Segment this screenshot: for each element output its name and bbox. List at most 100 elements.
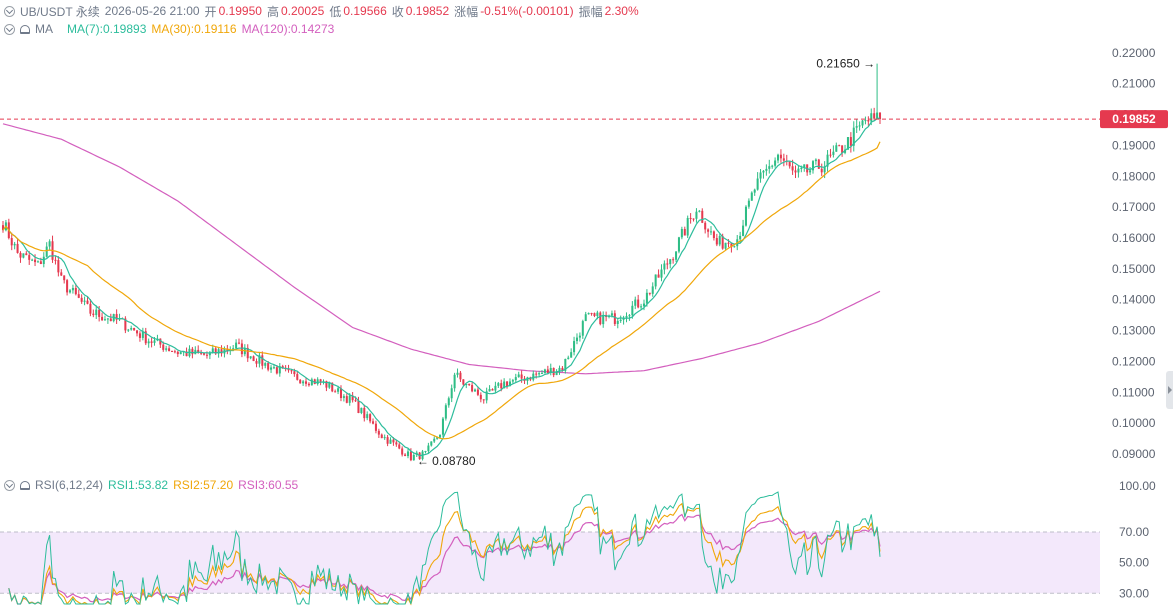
price-tick-label: 0.22000 [1112,46,1156,60]
candle [80,297,83,302]
rsi-tick-label: 50.00 [1119,556,1149,570]
candle [642,303,646,307]
candle [404,454,407,457]
candle [101,316,104,321]
candle [380,434,383,439]
rsi-tick-label: 100.00 [1119,479,1156,493]
candle [506,381,509,387]
candle [334,391,337,393]
max-price-annotation: 0.21650 → [816,57,875,71]
ma7-legend: MA(7):0.19893 [67,22,147,36]
ma120-line [2,123,881,375]
candle [261,355,264,366]
candle [590,313,593,315]
candle [197,349,200,353]
candle [561,367,564,371]
candle [468,383,471,386]
candle [750,192,753,201]
collapse-toggle-icon[interactable] [4,5,15,17]
candle [66,280,69,293]
candle [170,350,174,352]
candle [444,405,447,419]
candle [98,309,101,317]
candle [500,383,503,389]
candle [34,259,37,263]
candle [765,168,768,171]
candle [873,113,876,119]
candle [235,342,238,349]
candle [203,353,206,355]
candle [663,263,666,270]
candle [383,437,386,439]
candle [424,451,427,453]
candle [287,368,290,371]
candle [855,126,858,128]
candle [299,379,302,384]
price-tick-label: 0.14000 [1112,293,1156,307]
candle [613,313,616,324]
candle [337,388,340,392]
candle [258,355,261,364]
candle [660,269,663,278]
candle [672,259,675,261]
candle [205,354,208,356]
candle [395,442,398,445]
candle [377,430,380,435]
candle [433,438,436,442]
candle [372,421,375,424]
alert-bell-icon[interactable] [20,24,30,34]
candle [115,314,118,320]
candle [835,145,838,152]
candle [631,305,634,316]
candle [28,255,31,260]
candle [71,287,74,291]
candle [578,335,581,338]
candle [564,358,567,371]
candle [573,341,576,353]
price-tick-label: 0.19000 [1112,138,1156,152]
rsi-alert-bell-icon[interactable] [20,480,30,490]
candle [68,290,72,293]
panel-expand-handle[interactable] [1166,371,1173,409]
low-value: 0.19566 [343,4,387,18]
candle [200,352,203,354]
rsi1-legend: RSI1:53.82 [108,478,169,492]
candle [575,337,579,342]
candle [497,383,500,386]
candle [488,389,491,392]
candle [392,439,395,443]
symbol-label: UB/USDT 永续 [20,4,100,19]
change-value: -0.51%(-0.00101) [480,4,574,18]
candle [832,151,835,155]
candle [712,231,715,239]
candlestick-series [1,63,882,462]
rsi-tick-label: 70.00 [1119,525,1149,539]
candle [686,218,689,236]
candle [138,333,141,338]
candle [718,236,721,245]
candle [739,235,742,240]
candle [168,348,171,351]
candle [878,112,882,120]
change-label: 涨幅 [454,4,479,19]
candle [677,237,680,252]
high-value: 0.20025 [280,4,325,18]
candle [255,361,258,364]
candle [640,306,643,308]
candle [479,394,482,400]
candle [648,292,651,294]
candle [386,437,389,444]
candle [406,451,410,457]
candle [307,383,310,386]
price-tick-label: 0.17000 [1112,200,1156,214]
candle [864,120,867,122]
candle [774,160,777,166]
candle [549,367,552,373]
candle [634,299,637,306]
rsi-collapse-toggle-icon[interactable] [4,479,15,491]
ma-collapse-toggle-icon[interactable] [4,23,15,35]
candle [275,367,278,374]
ma30-line [2,141,881,440]
candle [217,349,220,354]
candle [637,299,640,308]
